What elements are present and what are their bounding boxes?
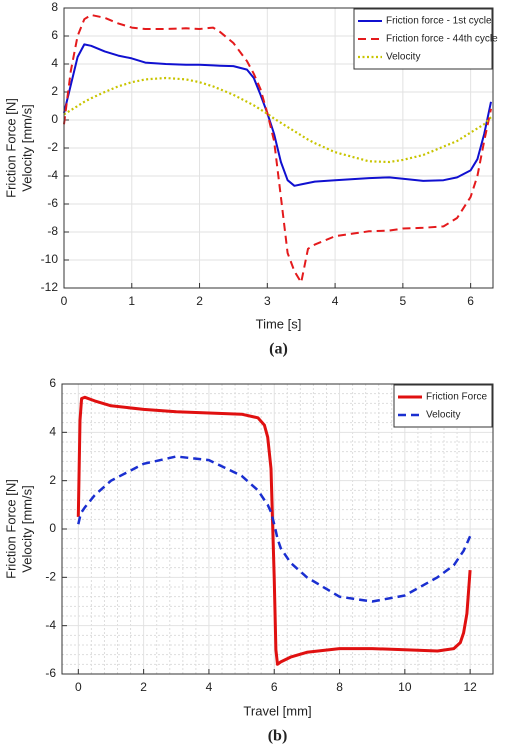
y-tick-label: -8	[47, 224, 58, 238]
caption: (b)	[268, 728, 288, 745]
y-tick-label: -12	[41, 280, 59, 294]
legend-label: Friction Force	[426, 392, 488, 403]
y-tick-label: 6	[49, 376, 56, 390]
y-tick-label: 2	[51, 84, 58, 98]
data-line	[63, 14, 492, 284]
plot-frame	[63, 7, 494, 289]
x-tick-label: 6	[271, 680, 278, 694]
y-tick-label: -6	[47, 196, 58, 210]
x-tick-label: 0	[75, 680, 82, 694]
legend-box	[393, 384, 493, 428]
y-tick-label: 6	[51, 28, 58, 42]
legend-label: Friction force - 44th cycle	[386, 34, 498, 45]
y-tick-label: -2	[47, 140, 58, 154]
y-tick-label: 0	[51, 112, 58, 126]
y-tick-label: 4	[49, 425, 56, 439]
y-tick-label: -6	[45, 666, 56, 680]
x-tick-label: 4	[332, 294, 339, 308]
y-axis-label: Velocity [mm/s]	[19, 104, 34, 191]
y-tick-label: 4	[51, 56, 58, 70]
y-tick-label: 0	[49, 521, 56, 535]
y-tick-label: -10	[41, 252, 59, 266]
y-tick-label: 8	[51, 0, 58, 14]
x-tick-label: 3	[264, 294, 271, 308]
data-line	[77, 455, 472, 603]
data-line	[63, 76, 492, 164]
y-axis-label: Friction Force [N]	[3, 98, 18, 198]
legend-label: Velocity	[426, 410, 460, 421]
y-tick-label: -4	[47, 168, 58, 182]
x-axis-label: Time [s]	[256, 316, 302, 331]
plot-frame	[61, 383, 494, 675]
x-tick-label: 10	[398, 680, 412, 694]
y-tick-label: -4	[45, 618, 56, 632]
y-axis-label: Friction Force [N]	[3, 479, 18, 579]
y-axis-label: Velocity [mm/s]	[19, 485, 34, 572]
legend-label: Velocity	[386, 52, 420, 63]
x-tick-label: 2	[140, 680, 147, 694]
x-tick-label: 5	[400, 294, 407, 308]
x-axis-label: Travel [mm]	[243, 703, 311, 718]
y-tick-label: -2	[45, 570, 56, 584]
x-tick-label: 1	[128, 294, 135, 308]
x-tick-label: 0	[61, 294, 68, 308]
x-tick-label: 8	[336, 680, 343, 694]
x-tick-label: 12	[463, 680, 477, 694]
x-tick-label: 2	[196, 294, 203, 308]
legend-label: Friction force - 1st cycle	[386, 16, 492, 27]
caption: (a)	[269, 341, 288, 358]
data-line	[76, 395, 472, 666]
x-tick-label: 4	[206, 680, 213, 694]
x-tick-label: 6	[467, 294, 474, 308]
y-tick-label: 2	[49, 473, 56, 487]
